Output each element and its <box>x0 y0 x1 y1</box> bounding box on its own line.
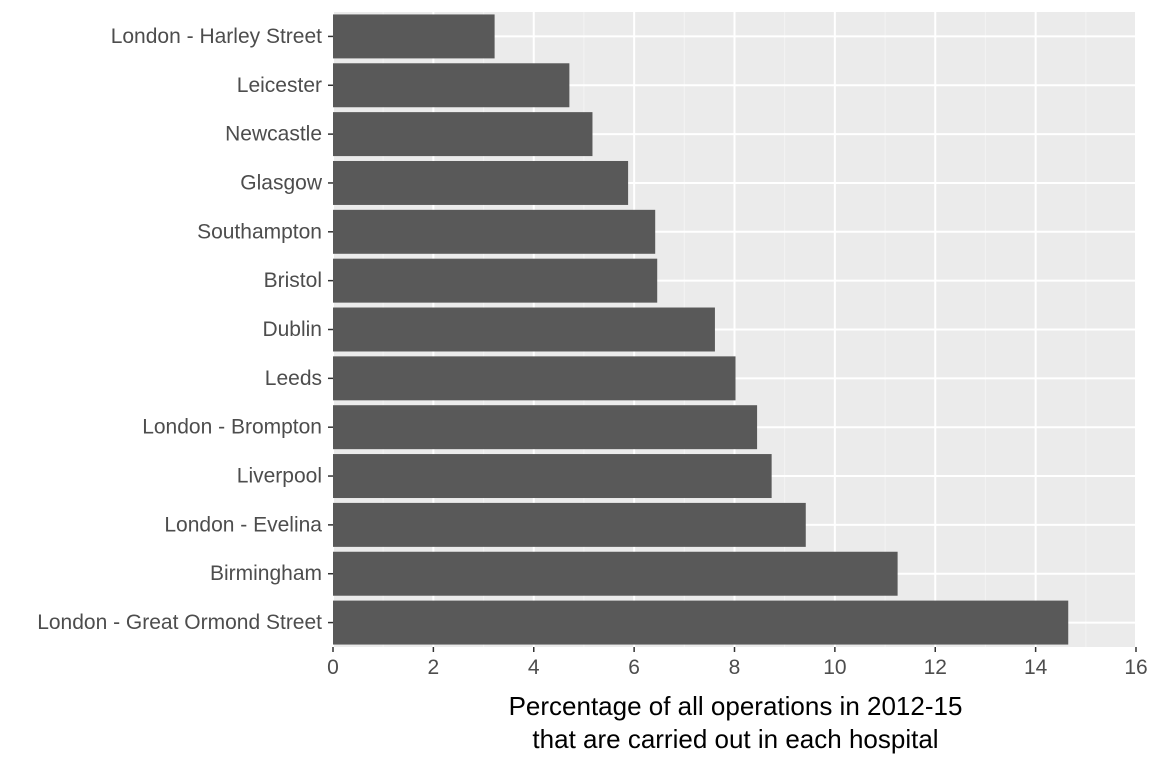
y-tick-label: London - Great Ormond Street <box>37 611 322 634</box>
bar <box>333 454 772 499</box>
y-tick-label: Southampton <box>197 220 322 243</box>
y-tick-label: Leicester <box>237 74 322 97</box>
bar <box>333 160 629 205</box>
y-tick-label: Glasgow <box>240 171 323 194</box>
bar <box>333 405 758 450</box>
x-tick-label: 14 <box>1024 656 1048 679</box>
axis-titles: Percentage of all operations in 2012-15t… <box>509 691 963 754</box>
x-tick-label: 2 <box>428 656 440 679</box>
bar <box>333 258 658 303</box>
ticks <box>328 35 1137 652</box>
y-tick-label: Birmingham <box>210 562 322 585</box>
bar <box>333 502 806 547</box>
bars <box>333 14 1069 645</box>
x-tick-label: 10 <box>823 656 846 679</box>
y-tick-label: Dublin <box>262 318 322 341</box>
y-tick-label: Leeds <box>265 367 322 390</box>
labels: London - Harley Street Leicester Newcastle… <box>37 25 1147 679</box>
bar <box>333 307 715 352</box>
x-axis-title-line: that are carried out in each hospital <box>532 724 938 754</box>
x-tick-label: 12 <box>924 656 947 679</box>
x-axis-title-line: Percentage of all operations in 2012-15 <box>509 691 963 721</box>
x-tick-label: 6 <box>628 656 640 679</box>
y-tick-label: Liverpool <box>237 465 322 488</box>
y-tick-label: Bristol <box>264 269 322 292</box>
x-tick-label: 16 <box>1124 656 1147 679</box>
bar <box>333 551 898 596</box>
bar <box>333 63 570 108</box>
y-tick-label: London - Harley Street <box>111 25 322 48</box>
bar <box>333 14 495 59</box>
y-tick-label: London - Evelina <box>164 513 322 536</box>
y-tick-label: Newcastle <box>225 123 322 146</box>
x-tick-label: 4 <box>528 656 540 679</box>
bar <box>333 112 593 157</box>
bar <box>333 600 1069 645</box>
y-tick-label: London - Brompton <box>142 416 322 439</box>
bar <box>333 356 736 401</box>
x-tick-label: 0 <box>327 656 339 679</box>
x-tick-label: 8 <box>729 656 741 679</box>
bar <box>333 209 656 254</box>
